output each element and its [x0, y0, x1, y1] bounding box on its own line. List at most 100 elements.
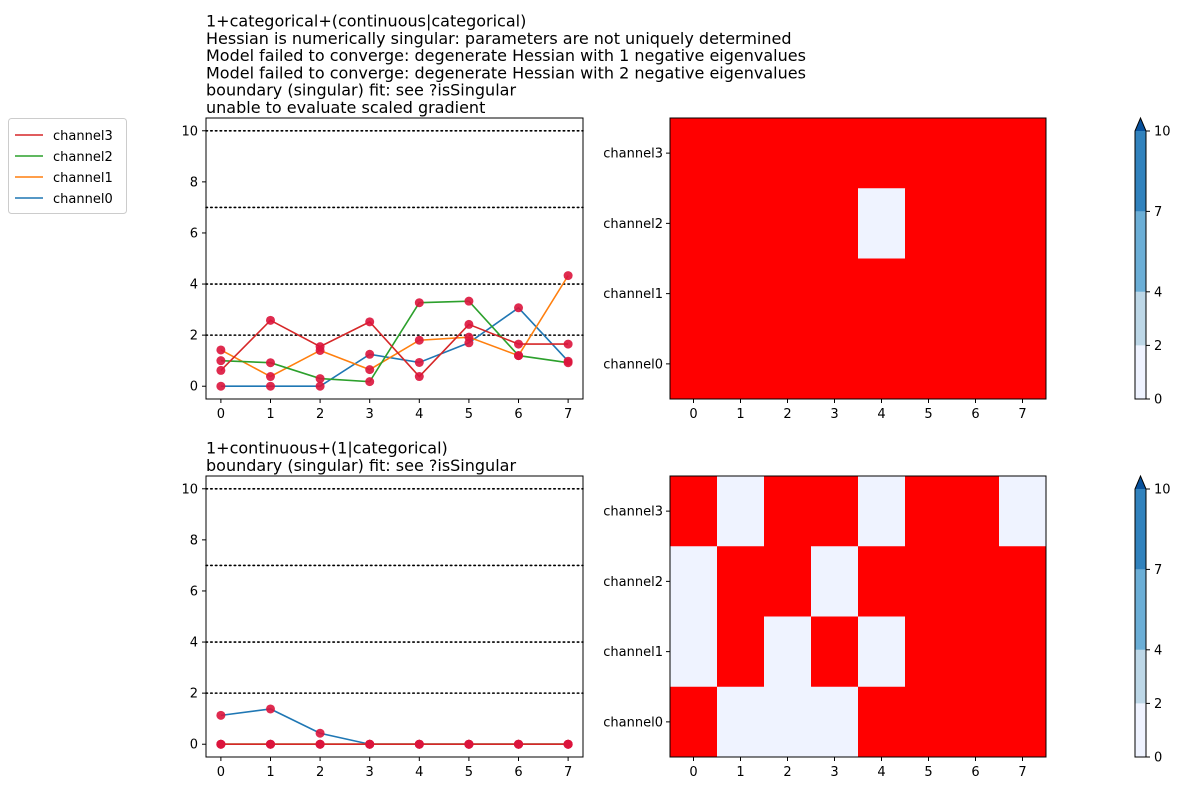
data-point-channel3: [315, 739, 325, 749]
data-point-channel0: [414, 357, 424, 367]
data-point-channel0: [315, 728, 325, 738]
heatmap-cell: [999, 476, 1047, 547]
colorbar-tick-label: 0: [1154, 393, 1162, 408]
colorbar-bin: [1135, 703, 1146, 757]
heatmap-cell: [905, 686, 953, 758]
heatmap-cell: [858, 118, 906, 189]
data-point-channel0: [514, 303, 524, 313]
heatmap-cell: [811, 328, 859, 400]
legend-box: [8, 118, 127, 214]
data-point-channel1: [464, 332, 474, 342]
data-point-channel3: [216, 365, 226, 375]
x-tick-label: 0: [689, 765, 697, 780]
series-line-channel2: [220, 300, 569, 383]
x-tick-label: 6: [971, 407, 979, 422]
heatmap-cell: [858, 616, 906, 688]
y-tick-label: 0: [190, 380, 198, 395]
series-line-channel0: [220, 306, 569, 388]
y-tick-label: 6: [190, 584, 198, 599]
panel-title-line: Hessian is numerically singular: paramet…: [206, 29, 792, 48]
x-tick-label: 4: [415, 407, 423, 422]
data-point-channel1: [414, 335, 424, 345]
legend-label: channel2: [53, 150, 113, 165]
heatmap-cell: [717, 476, 765, 547]
data-point-channel2: [315, 374, 325, 384]
x-tick-label: 5: [924, 765, 932, 780]
data-point-channel3: [265, 315, 275, 325]
x-tick-label: 0: [689, 407, 697, 422]
data-point-channel0: [265, 381, 275, 391]
panel-title-line: boundary (singular) fit: see ?isSingular: [206, 81, 516, 100]
series-line-channel1: [220, 275, 569, 378]
x-tick-label: 3: [366, 765, 374, 780]
y-tick-label: 8: [190, 175, 198, 190]
data-point-channel3: [365, 317, 375, 327]
data-point-channel3: [265, 739, 275, 749]
heatmap-cell: [764, 546, 812, 617]
x-tick-label: 5: [465, 407, 473, 422]
y-tick-label: 6: [190, 226, 198, 241]
legend-label: channel3: [53, 129, 113, 144]
x-tick-label: 1: [266, 407, 274, 422]
colorbar-tick-label: 0: [1154, 751, 1162, 766]
heatmap-cell: [952, 686, 1000, 758]
colorbar-0: 0 2 4 7 10: [1134, 116, 1171, 408]
y-tick-label: channel0: [603, 715, 663, 730]
y-tick-label: channel2: [603, 575, 663, 590]
data-point-channel3: [514, 739, 524, 749]
heatmap-cell: [670, 476, 718, 547]
heatmap-cell: [717, 546, 765, 617]
colorbar-bin: [1135, 131, 1146, 212]
data-point-channel2: [265, 358, 275, 368]
heatmap-cell: [858, 546, 906, 617]
heatmap-cell: [999, 546, 1047, 617]
heatmap-cell: [858, 258, 906, 330]
colorbar-tick-label: 2: [1154, 339, 1162, 354]
heatmap-cell: [952, 476, 1000, 547]
x-tick-label: 0: [217, 407, 225, 422]
y-tick-label: 2: [190, 687, 198, 702]
x-tick-label: 7: [1018, 765, 1026, 780]
colorbar-tick-label: 4: [1154, 643, 1162, 658]
data-point-channel2: [514, 351, 524, 361]
heatmap-cell: [858, 328, 906, 400]
heatmap-cell: [999, 118, 1047, 189]
x-tick-label: 3: [830, 407, 838, 422]
y-tick-label: channel0: [603, 357, 663, 372]
data-point-channel2: [216, 356, 226, 366]
heatmap-cell: [999, 686, 1047, 758]
heatmap-cell: [858, 476, 906, 547]
colorbar-tick-label: 7: [1154, 563, 1162, 578]
heatmap-cell: [952, 188, 1000, 259]
heatmap-cell: [905, 616, 953, 688]
data-point-channel3: [414, 372, 424, 382]
heatmap-cell: [764, 188, 812, 259]
legend-label: channel1: [53, 171, 113, 186]
heatmap-cell: [670, 616, 718, 688]
data-point-channel3: [315, 342, 325, 352]
y-tick-label: channel1: [603, 645, 663, 660]
heatmap-cell: [811, 616, 859, 688]
line-panel-0: 1+categorical+(continuous|categorical)He…: [181, 12, 805, 423]
data-point-channel3: [365, 739, 375, 749]
heatmap-panel-1: 0 1 2 3 4 5 6 7 channel3 channel2 channel1 channel0: [603, 475, 1047, 780]
heatmap-cell: [764, 686, 812, 758]
x-tick-label: 6: [514, 765, 522, 780]
y-tick-label: 4: [190, 278, 198, 293]
series-line-channel3: [220, 319, 569, 378]
heatmap-cell: [999, 258, 1047, 330]
data-point-channel2: [464, 296, 474, 306]
data-point-channel3: [464, 319, 474, 329]
y-tick-label: channel3: [603, 147, 663, 162]
heatmap-cell: [717, 118, 765, 189]
y-tick-label: 8: [190, 533, 198, 548]
y-tick-label: channel3: [603, 505, 663, 520]
heatmap-cell: [764, 328, 812, 400]
heatmap-cell: [764, 476, 812, 547]
heatmap-cell: [811, 258, 859, 330]
colorbar-tick-label: 10: [1154, 483, 1171, 498]
x-tick-label: 1: [736, 407, 744, 422]
x-tick-label: 3: [830, 765, 838, 780]
panel-title-line: 1+categorical+(continuous|categorical): [206, 12, 526, 31]
